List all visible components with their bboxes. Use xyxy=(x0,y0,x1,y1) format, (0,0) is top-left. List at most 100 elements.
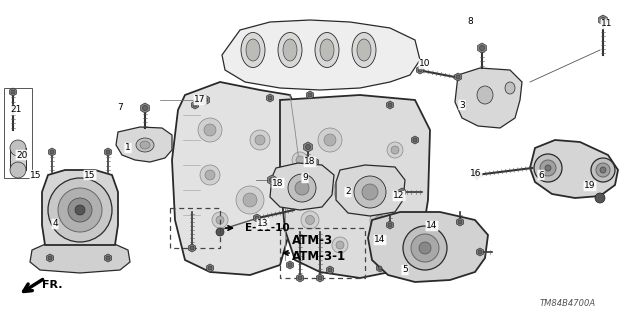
Circle shape xyxy=(370,210,390,230)
Circle shape xyxy=(596,163,610,177)
Circle shape xyxy=(255,135,265,145)
Circle shape xyxy=(336,241,344,249)
Circle shape xyxy=(378,266,382,270)
Polygon shape xyxy=(222,20,420,90)
Polygon shape xyxy=(317,274,323,282)
Polygon shape xyxy=(326,266,333,274)
Circle shape xyxy=(202,98,207,102)
Polygon shape xyxy=(530,140,618,198)
Circle shape xyxy=(205,170,215,180)
Text: ATM-3
ATM-3-1: ATM-3 ATM-3-1 xyxy=(292,234,346,263)
Polygon shape xyxy=(10,88,17,96)
Polygon shape xyxy=(191,101,198,109)
Text: 14: 14 xyxy=(426,221,438,231)
Circle shape xyxy=(540,160,556,176)
Circle shape xyxy=(375,215,385,225)
Text: 13: 13 xyxy=(257,219,269,228)
Circle shape xyxy=(190,246,194,250)
Circle shape xyxy=(318,276,322,280)
Polygon shape xyxy=(399,188,406,196)
Ellipse shape xyxy=(505,82,515,94)
Circle shape xyxy=(11,90,15,94)
Polygon shape xyxy=(456,218,463,226)
Text: 9: 9 xyxy=(302,174,308,182)
Ellipse shape xyxy=(283,39,297,61)
Circle shape xyxy=(354,176,386,208)
Polygon shape xyxy=(268,175,276,185)
Polygon shape xyxy=(141,103,149,113)
Text: 15: 15 xyxy=(84,170,96,180)
Polygon shape xyxy=(406,236,413,244)
Circle shape xyxy=(591,158,615,182)
Circle shape xyxy=(143,106,147,110)
Polygon shape xyxy=(49,148,56,156)
Polygon shape xyxy=(253,214,260,222)
Polygon shape xyxy=(266,94,273,102)
Ellipse shape xyxy=(278,33,302,68)
Circle shape xyxy=(313,160,317,164)
Bar xyxy=(280,228,365,278)
Text: 18: 18 xyxy=(304,158,316,167)
Circle shape xyxy=(600,18,605,23)
Circle shape xyxy=(388,103,392,107)
Circle shape xyxy=(236,186,264,214)
Circle shape xyxy=(600,167,606,173)
Circle shape xyxy=(475,173,479,177)
Circle shape xyxy=(478,250,482,254)
Text: 2: 2 xyxy=(345,188,351,197)
Polygon shape xyxy=(42,170,118,245)
Circle shape xyxy=(411,234,439,262)
Text: TM84B4700A: TM84B4700A xyxy=(540,299,596,308)
Circle shape xyxy=(298,276,302,280)
Circle shape xyxy=(305,216,314,225)
Circle shape xyxy=(10,162,26,178)
Circle shape xyxy=(301,211,319,229)
Circle shape xyxy=(250,130,270,150)
Circle shape xyxy=(418,68,422,72)
Ellipse shape xyxy=(477,86,493,104)
Text: 20: 20 xyxy=(16,151,28,160)
Circle shape xyxy=(208,266,212,270)
Circle shape xyxy=(288,174,316,202)
Circle shape xyxy=(391,146,399,154)
Circle shape xyxy=(296,156,304,164)
Circle shape xyxy=(75,205,85,215)
Polygon shape xyxy=(172,82,300,275)
Polygon shape xyxy=(387,101,394,109)
Circle shape xyxy=(419,242,431,254)
Circle shape xyxy=(204,124,216,136)
Polygon shape xyxy=(412,136,419,144)
Circle shape xyxy=(50,150,54,154)
Circle shape xyxy=(334,174,366,206)
Circle shape xyxy=(324,134,336,146)
Circle shape xyxy=(106,150,110,154)
Polygon shape xyxy=(454,73,461,81)
Polygon shape xyxy=(189,244,195,252)
Text: 19: 19 xyxy=(584,182,596,190)
Ellipse shape xyxy=(357,39,371,61)
Circle shape xyxy=(292,152,308,168)
Circle shape xyxy=(342,182,358,198)
Circle shape xyxy=(68,198,92,222)
Ellipse shape xyxy=(246,39,260,61)
Circle shape xyxy=(216,228,224,236)
Polygon shape xyxy=(312,158,319,166)
Circle shape xyxy=(403,226,447,270)
Circle shape xyxy=(288,263,292,267)
Circle shape xyxy=(216,216,224,224)
Text: 10: 10 xyxy=(419,60,431,69)
Ellipse shape xyxy=(140,141,150,149)
Polygon shape xyxy=(376,264,383,272)
Text: 15: 15 xyxy=(30,170,42,180)
Circle shape xyxy=(193,103,197,107)
Text: 11: 11 xyxy=(601,19,612,28)
Polygon shape xyxy=(477,248,483,256)
Text: 5: 5 xyxy=(402,265,408,275)
Circle shape xyxy=(456,75,460,79)
Polygon shape xyxy=(287,261,294,269)
Circle shape xyxy=(198,118,222,142)
Polygon shape xyxy=(368,212,488,282)
Circle shape xyxy=(387,142,403,158)
Polygon shape xyxy=(477,43,486,53)
Circle shape xyxy=(534,154,562,182)
